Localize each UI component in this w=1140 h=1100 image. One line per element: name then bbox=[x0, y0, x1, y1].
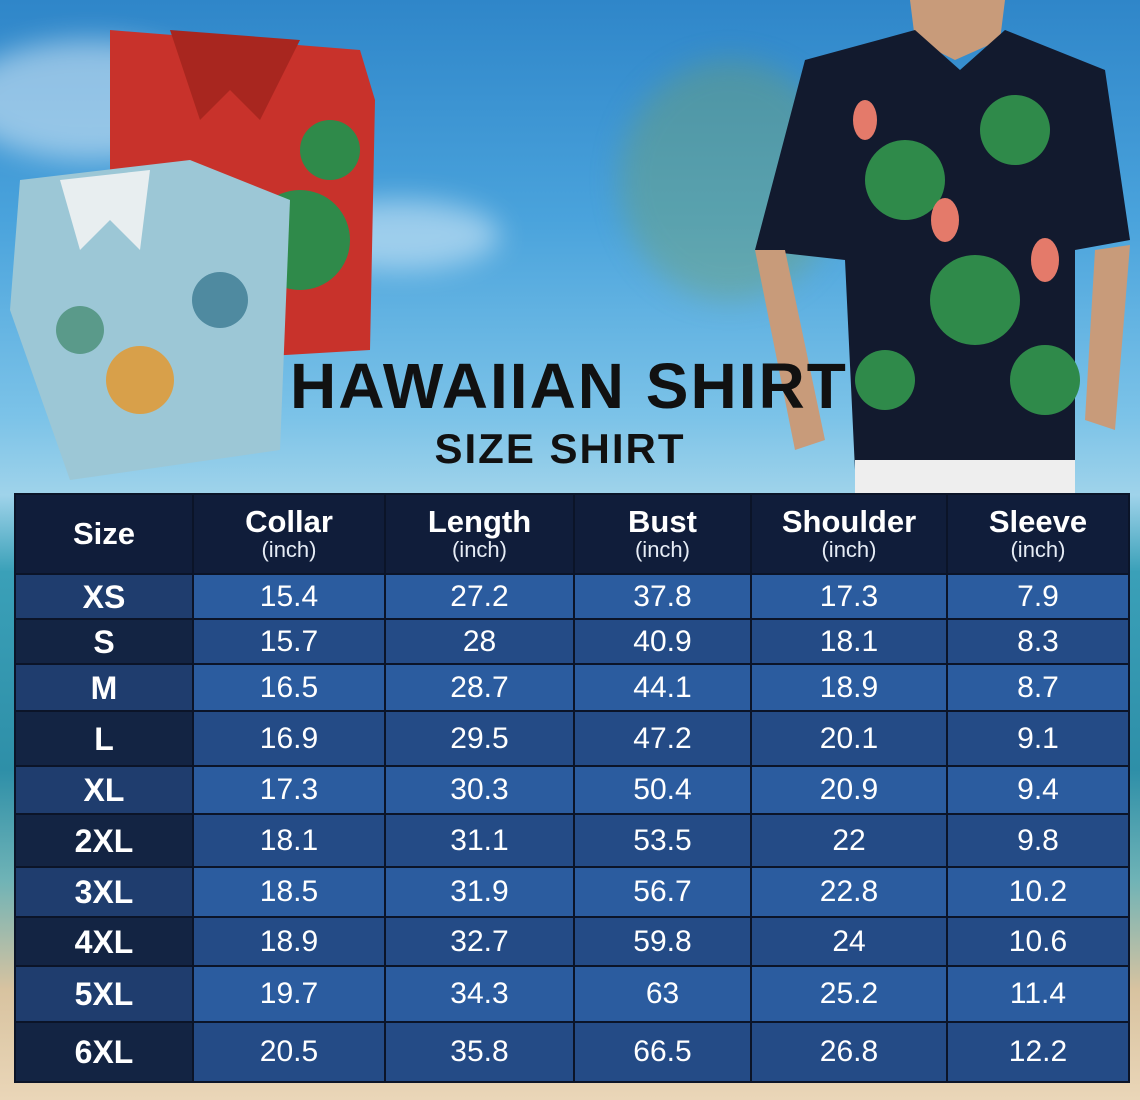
measurement-cell: 7.9 bbox=[946, 573, 1130, 620]
page-subtitle: SIZE SHIRT bbox=[434, 425, 686, 472]
measurement-cell: 32.7 bbox=[384, 916, 575, 967]
page-title: HAWAIIAN SHIRT bbox=[290, 350, 848, 422]
measurement-cell: 30.3 bbox=[384, 765, 575, 815]
measurement-cell: 17.3 bbox=[192, 765, 386, 815]
measurement-cell: 18.9 bbox=[192, 916, 386, 967]
measurement-cell: 27.2 bbox=[384, 573, 575, 620]
measurement-cell: 40.9 bbox=[573, 618, 752, 665]
column-header-unit: (inch) bbox=[634, 537, 690, 562]
folded-shirts-image bbox=[10, 30, 375, 480]
column-header-label: Length bbox=[427, 504, 532, 539]
size-cell: 2XL bbox=[14, 813, 194, 868]
size-cell: XS bbox=[14, 573, 194, 620]
size-cell: M bbox=[14, 663, 194, 712]
measurement-cell: 22 bbox=[750, 813, 948, 868]
measurement-cell: 28.7 bbox=[384, 663, 575, 712]
measurement-cell: 15.4 bbox=[192, 573, 386, 620]
measurement-cell: 24 bbox=[750, 916, 948, 967]
measurement-cell: 18.1 bbox=[192, 813, 386, 868]
measurement-cell: 20.9 bbox=[750, 765, 948, 815]
column-header-collar: Collar (inch) bbox=[192, 493, 386, 575]
measurement-cell: 37.8 bbox=[573, 573, 752, 620]
measurement-cell: 18.5 bbox=[192, 866, 386, 918]
size-cell: XL bbox=[14, 765, 194, 815]
measurement-cell: 10.6 bbox=[946, 916, 1130, 967]
size-cell: 4XL bbox=[14, 916, 194, 967]
measurement-cell: 63 bbox=[573, 965, 752, 1023]
measurement-cell: 8.3 bbox=[946, 618, 1130, 665]
table-row: 6XL 20.5 35.8 66.5 26.8 12.2 bbox=[14, 1021, 1130, 1083]
column-header-unit: (inch) bbox=[261, 537, 317, 562]
column-header-label: Bust bbox=[628, 504, 697, 539]
measurement-cell: 10.2 bbox=[946, 866, 1130, 918]
column-header-label: Size bbox=[72, 516, 136, 551]
column-header-length: Length (inch) bbox=[384, 493, 575, 575]
table-row: S 15.7 28 40.9 18.1 8.3 bbox=[14, 618, 1130, 665]
measurement-cell: 20.1 bbox=[750, 710, 948, 767]
measurement-cell: 12.2 bbox=[946, 1021, 1130, 1083]
column-header-label: Collar bbox=[245, 504, 333, 539]
measurement-cell: 18.1 bbox=[750, 618, 948, 665]
size-cell: 6XL bbox=[14, 1021, 194, 1083]
measurement-cell: 25.2 bbox=[750, 965, 948, 1023]
column-header-unit: (inch) bbox=[821, 537, 877, 562]
measurement-cell: 35.8 bbox=[384, 1021, 575, 1083]
column-header-shoulder: Shoulder (inch) bbox=[750, 493, 948, 575]
table-row: 5XL 19.7 34.3 63 25.2 11.4 bbox=[14, 965, 1130, 1023]
table-row: XS 15.4 27.2 37.8 17.3 7.9 bbox=[14, 573, 1130, 620]
size-cell: L bbox=[14, 710, 194, 767]
table-row: 4XL 18.9 32.7 59.8 24 10.6 bbox=[14, 916, 1130, 967]
table-row: M 16.5 28.7 44.1 18.9 8.7 bbox=[14, 663, 1130, 712]
measurement-cell: 18.9 bbox=[750, 663, 948, 712]
measurement-cell: 31.1 bbox=[384, 813, 575, 868]
measurement-cell: 59.8 bbox=[573, 916, 752, 967]
model-shirt-image bbox=[755, 0, 1130, 495]
measurement-cell: 8.7 bbox=[946, 663, 1130, 712]
measurement-cell: 44.1 bbox=[573, 663, 752, 712]
column-header-sleeve: Sleeve (inch) bbox=[946, 493, 1130, 575]
measurement-cell: 15.7 bbox=[192, 618, 386, 665]
measurement-cell: 56.7 bbox=[573, 866, 752, 918]
measurement-cell: 53.5 bbox=[573, 813, 752, 868]
measurement-cell: 17.3 bbox=[750, 573, 948, 620]
column-header-bust: Bust (inch) bbox=[573, 493, 752, 575]
table-row: 3XL 18.5 31.9 56.7 22.8 10.2 bbox=[14, 866, 1130, 918]
table-header-row: Size Collar (inch) Length (inch) Bust (inch) Sh… bbox=[14, 493, 1130, 575]
table-row: L 16.9 29.5 47.2 20.1 9.1 bbox=[14, 710, 1130, 767]
measurement-cell: 22.8 bbox=[750, 866, 948, 918]
measurement-cell: 9.4 bbox=[946, 765, 1130, 815]
measurement-cell: 34.3 bbox=[384, 965, 575, 1023]
column-header-unit: (inch) bbox=[1010, 537, 1066, 562]
size-cell: 3XL bbox=[14, 866, 194, 918]
size-cell: 5XL bbox=[14, 965, 194, 1023]
measurement-cell: 31.9 bbox=[384, 866, 575, 918]
measurement-cell: 9.8 bbox=[946, 813, 1130, 868]
size-cell: S bbox=[14, 618, 194, 665]
column-header-label: Shoulder bbox=[781, 504, 917, 539]
measurement-cell: 20.5 bbox=[192, 1021, 386, 1083]
measurement-cell: 11.4 bbox=[946, 965, 1130, 1023]
measurement-cell: 26.8 bbox=[750, 1021, 948, 1083]
table-row: XL 17.3 30.3 50.4 20.9 9.4 bbox=[14, 765, 1130, 815]
measurement-cell: 16.9 bbox=[192, 710, 386, 767]
measurement-cell: 29.5 bbox=[384, 710, 575, 767]
measurement-cell: 19.7 bbox=[192, 965, 386, 1023]
measurement-cell: 9.1 bbox=[946, 710, 1130, 767]
measurement-cell: 16.5 bbox=[192, 663, 386, 712]
table-row: 2XL 18.1 31.1 53.5 22 9.8 bbox=[14, 813, 1130, 868]
measurement-cell: 28 bbox=[384, 618, 575, 665]
size-chart-table: Size Collar (inch) Length (inch) Bust (inch) Sh… bbox=[14, 493, 1130, 1083]
column-header-size: Size bbox=[14, 493, 194, 575]
column-header-unit: (inch) bbox=[451, 537, 507, 562]
column-header-label: Sleeve bbox=[988, 504, 1088, 539]
measurement-cell: 47.2 bbox=[573, 710, 752, 767]
measurement-cell: 50.4 bbox=[573, 765, 752, 815]
measurement-cell: 66.5 bbox=[573, 1021, 752, 1083]
